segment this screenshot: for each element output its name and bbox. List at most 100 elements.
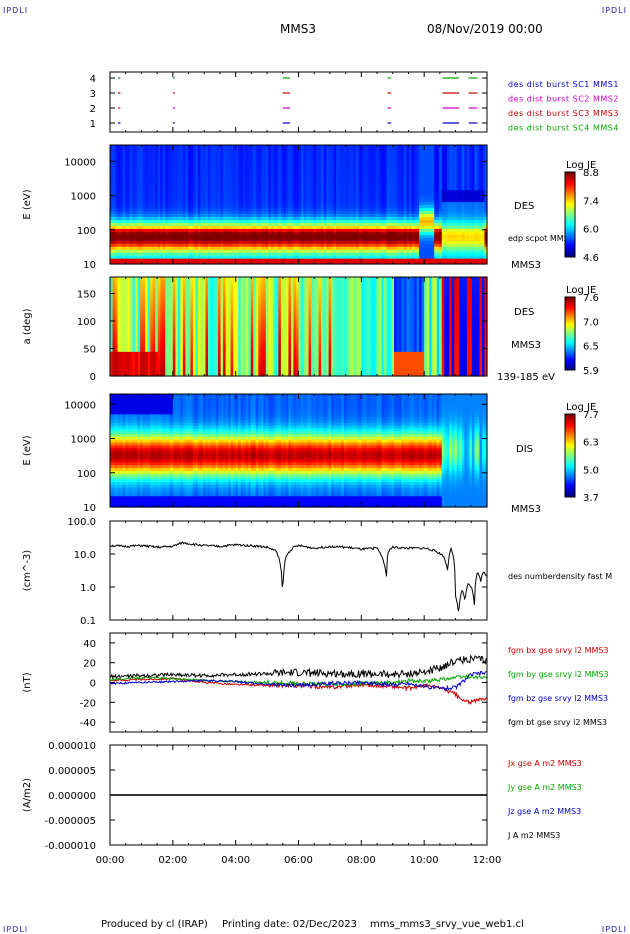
spectrogram-cell (243, 219, 247, 223)
spectrogram-cell (301, 210, 305, 215)
spectrogram-cell (358, 237, 362, 241)
spectrogram-cell (253, 261, 257, 265)
spectrogram-cell (336, 207, 340, 212)
spectrogram-cell (187, 222, 192, 226)
spectrogram-cell (381, 249, 385, 253)
spectrogram-cell (285, 216, 290, 220)
spectrogram-cell (177, 222, 181, 226)
spectrogram-cell (172, 150, 176, 155)
spectrogram-cell (394, 213, 398, 218)
spectrogram-cell (155, 210, 159, 215)
corner-label-top-left: IPDLI (3, 6, 29, 15)
spectrogram-cell (368, 258, 372, 262)
spectrogram-cell (142, 225, 146, 229)
spectrogram-cell (371, 180, 375, 185)
spectrogram-cell (240, 201, 244, 206)
spectrogram-cell (378, 165, 383, 170)
spectrogram-cell (135, 240, 139, 244)
spectrogram-cell (293, 145, 297, 149)
spectrogram-cell (303, 228, 307, 232)
spectrogram-cell (326, 228, 330, 232)
spectrogram-cell (383, 165, 388, 170)
spectrogram-cell (223, 195, 227, 200)
spectrogram-cell (147, 225, 151, 229)
spectrogram-cell (378, 156, 383, 161)
spectrogram-cell (253, 150, 257, 155)
spectrogram-cell (338, 204, 342, 209)
spectrogram-cell (414, 145, 418, 149)
spectrogram-cell (313, 165, 317, 170)
spectrogram-cell (117, 183, 121, 188)
spectrogram-cell (303, 243, 307, 247)
spectrogram-cell (351, 231, 355, 235)
spectrogram-cell (285, 237, 290, 241)
spectrogram-cell (308, 183, 312, 188)
spectrogram-cell (140, 246, 144, 250)
spectrogram-cell (278, 225, 282, 229)
spectrogram-cell (160, 252, 164, 256)
spectrogram-cell (185, 231, 189, 235)
spectrogram-cell (318, 189, 322, 194)
spectrogram-cell (228, 180, 232, 185)
spectrogram-cell (401, 207, 405, 212)
spectrogram-cell (135, 246, 139, 250)
spectrogram-cell (135, 234, 139, 238)
spectrogram-cell (373, 201, 378, 206)
spectrogram-cell (223, 216, 227, 220)
spectrogram-cell (394, 207, 398, 212)
spectrogram-cell (238, 168, 242, 173)
spectrogram-cell (215, 237, 219, 241)
spectrogram-cell (145, 240, 149, 244)
spectrogram-cell (288, 252, 292, 256)
spectrogram-cell (336, 192, 340, 197)
spectrogram-cell (238, 145, 242, 149)
spectrogram-cell (301, 255, 305, 259)
spectrogram-cell (368, 168, 372, 173)
spectrogram-cell (363, 210, 367, 215)
spectrogram-cell (396, 159, 400, 164)
spectrogram-cell (301, 261, 305, 265)
spectrogram-cell (270, 204, 274, 209)
spectrogram-cell (404, 255, 408, 259)
spectrogram-cell (341, 252, 345, 256)
spectrogram-cell (205, 225, 209, 229)
spectrogram-cell (130, 228, 134, 232)
spectrogram-cell (371, 219, 375, 223)
spectrogram-cell (185, 222, 189, 226)
spectrogram-cell (285, 147, 290, 152)
spectrogram-cell (250, 201, 254, 206)
spectrogram-cell (240, 231, 244, 235)
spectrogram-cell (137, 192, 141, 197)
spectrogram-cell (373, 183, 378, 188)
spectrogram-cell (223, 243, 227, 247)
spectrogram-cell (260, 186, 264, 191)
spectrogram-cell (383, 258, 388, 262)
spectrogram-cell (218, 150, 222, 155)
spectrogram-cell (378, 180, 383, 185)
spectrogram-cell (248, 207, 252, 212)
spectrogram-cell (388, 255, 393, 259)
spectrogram-cell (110, 156, 114, 161)
spectrogram-cell (260, 207, 264, 212)
spectrogram-cell (187, 189, 192, 194)
spectrogram-cell (298, 192, 302, 197)
spectrogram-cell (358, 198, 362, 203)
spectrogram-cell (130, 204, 134, 209)
spectrogram-cell (378, 231, 383, 235)
spectrogram-cell (208, 168, 212, 173)
spectrogram-cell (152, 240, 156, 244)
spectrogram-cell (401, 213, 405, 218)
spectrogram-cell (230, 207, 234, 212)
spectrogram-cell (125, 252, 129, 256)
spectrogram-cell (386, 258, 390, 262)
spectrogram-cell (112, 198, 116, 203)
spectrogram-cell (285, 255, 290, 259)
spectrogram-cell (197, 165, 202, 170)
spectrogram-cell (290, 171, 295, 176)
spectrogram-cell (120, 171, 124, 176)
spectrogram-cell (172, 195, 176, 200)
spectrogram-cell (371, 156, 375, 161)
spectrogram-cell (348, 207, 352, 212)
spectrogram-cell (240, 243, 244, 247)
spectrogram-cell (316, 177, 320, 182)
